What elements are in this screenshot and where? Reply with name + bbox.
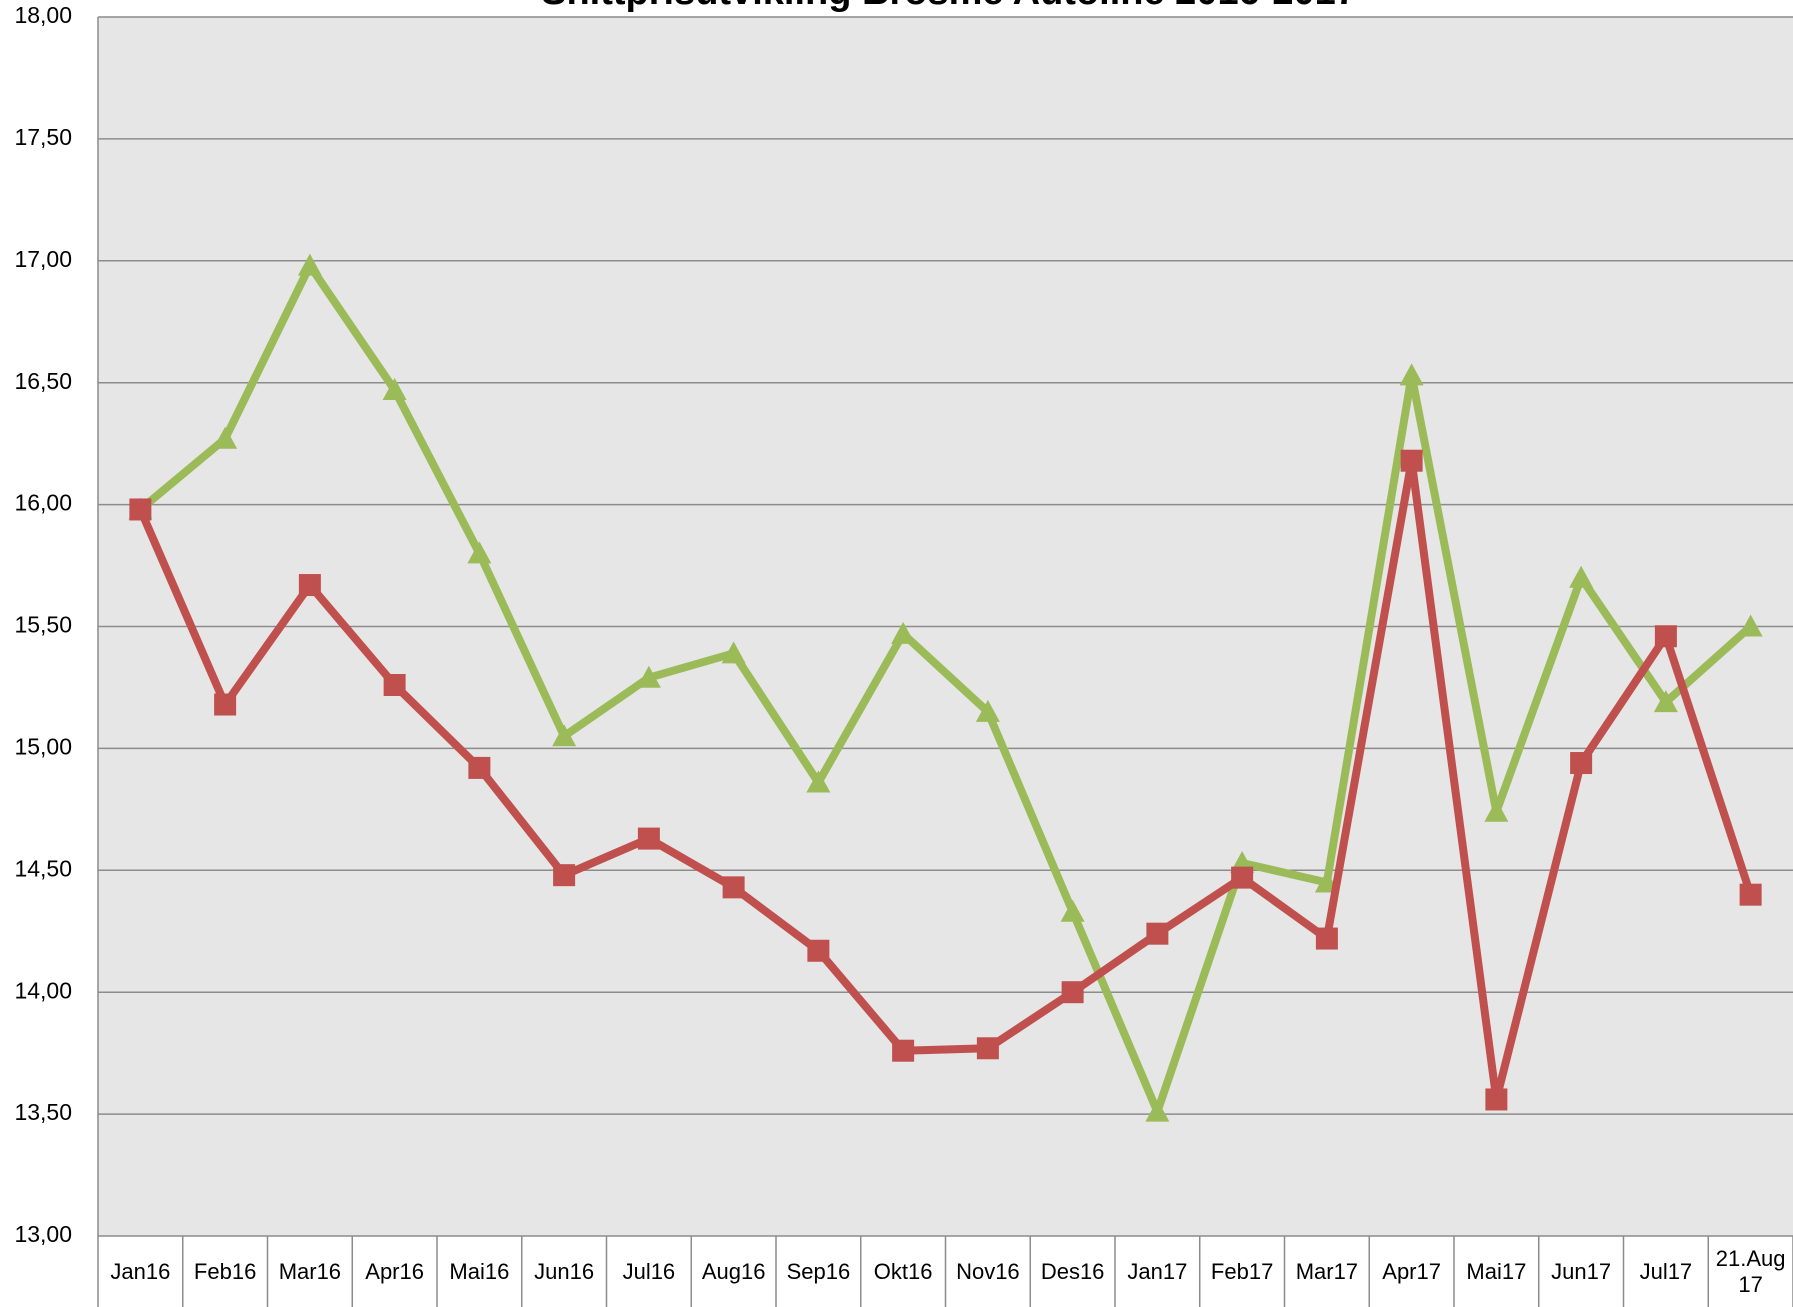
x-tick-label: Mai16 [449, 1259, 510, 1284]
marker [1653, 690, 1678, 713]
y-tick-label: 15,50 [14, 612, 72, 638]
y-tick-label: 14,50 [14, 855, 72, 881]
marker [1570, 752, 1593, 775]
marker [975, 699, 1000, 722]
marker [1061, 981, 1084, 1004]
marker [383, 674, 406, 697]
x-tick-label: Jan16 [110, 1259, 171, 1284]
marker [1654, 625, 1677, 648]
marker [1569, 565, 1594, 588]
x-tick-label: Jun17 [1551, 1259, 1612, 1284]
x-tick-label: Mai17 [1466, 1259, 1527, 1284]
marker [1400, 449, 1423, 472]
marker [722, 876, 745, 899]
y-tick-label: 14,00 [14, 977, 72, 1003]
marker [382, 378, 407, 401]
y-tick-label: 18,00 [14, 2, 72, 28]
marker [468, 756, 491, 779]
series-line [136, 456, 1755, 1104]
marker [1146, 922, 1169, 945]
marker [806, 770, 831, 793]
y-tick-label: 17,00 [14, 246, 72, 272]
x-tick-label: Nov16 [956, 1259, 1020, 1284]
x-tick-label: Aug16 [701, 1259, 766, 1284]
marker [1485, 1088, 1508, 1111]
marker [1145, 1099, 1170, 1122]
chart-title: Snittprisutvikling Brosme Autoline 2016-… [541, 0, 1357, 13]
y-tick-label: 17,50 [14, 124, 72, 150]
marker [976, 1037, 999, 1060]
x-tick-label: Jun16 [534, 1259, 595, 1284]
marker [214, 693, 237, 716]
marker [553, 864, 576, 887]
y-tick-label: 13,00 [14, 1221, 72, 1247]
marker [129, 498, 152, 521]
y-tick-label: 13,50 [14, 1099, 72, 1125]
marker [636, 665, 661, 688]
x-tick-label: Apr17 [1382, 1259, 1441, 1284]
y-tick-label: 15,00 [14, 733, 72, 759]
y-tick-label: 16,00 [14, 490, 72, 516]
x-tick-label: Des16 [1040, 1259, 1105, 1284]
x-tick-label: Mar16 [278, 1259, 342, 1284]
marker [1231, 866, 1254, 889]
marker [552, 724, 577, 747]
marker [1739, 883, 1762, 906]
marker [892, 1039, 915, 1062]
x-tick-label: 21.Aug 17 [1715, 1246, 1786, 1297]
x-tick-label: Feb17 [1210, 1259, 1274, 1284]
x-tick-label: Apr16 [365, 1259, 424, 1284]
marker [467, 541, 492, 564]
y-tick-label: 16,50 [14, 368, 72, 394]
marker [1315, 927, 1338, 950]
marker [1060, 899, 1085, 922]
x-tick-label: Jul16 [622, 1259, 676, 1284]
x-tick-label: Mar17 [1295, 1259, 1359, 1284]
x-tick-label: Sep16 [786, 1259, 851, 1284]
x-tick-label: Jan17 [1127, 1259, 1188, 1284]
marker [297, 253, 322, 276]
x-tick-label: Okt16 [873, 1259, 933, 1284]
marker [637, 827, 660, 850]
marker [213, 426, 238, 449]
marker [1484, 799, 1509, 822]
marker [1738, 614, 1763, 637]
marker [721, 641, 746, 664]
x-tick-label: Jul17 [1639, 1259, 1693, 1284]
marker [298, 574, 321, 597]
marker [891, 621, 916, 644]
x-tick-label: Feb16 [193, 1259, 257, 1284]
series-line [137, 261, 1754, 1116]
marker [807, 939, 830, 962]
marker [1399, 363, 1424, 386]
